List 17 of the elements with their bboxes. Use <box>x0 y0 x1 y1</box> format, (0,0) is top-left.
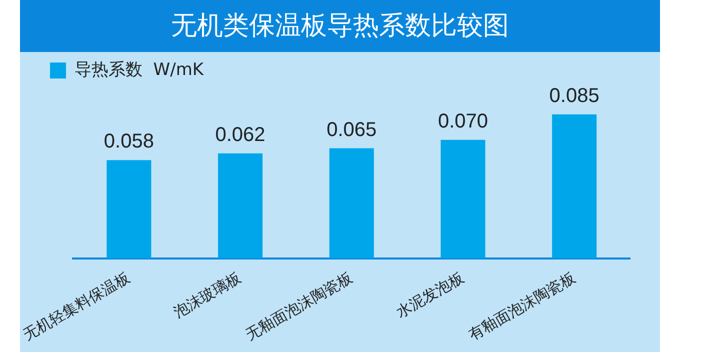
legend-label: 导热系数 W/mK <box>74 60 204 80</box>
bar <box>218 153 263 258</box>
data-label: 0.065 <box>326 118 377 141</box>
x-tick-label: 有釉面泡沫陶瓷板 <box>465 268 578 344</box>
x-tick-label: 水泥发泡板 <box>392 268 467 322</box>
data-label: 0.058 <box>104 130 154 153</box>
chart-title: 无机类保温板导热系数比较图 <box>20 0 660 52</box>
bar <box>106 160 152 258</box>
bar <box>552 114 597 258</box>
x-tick-label: 无釉面泡沫陶瓷板 <box>242 268 356 344</box>
x-tick-label: 泡沫玻璃板 <box>170 268 244 322</box>
bar <box>329 148 374 258</box>
data-label: 0.085 <box>549 84 600 107</box>
data-label: 0.070 <box>438 110 488 132</box>
bar <box>440 140 486 258</box>
data-label: 0.062 <box>215 124 266 146</box>
x-tick-label: 无机轻集料保温板 <box>20 268 133 344</box>
